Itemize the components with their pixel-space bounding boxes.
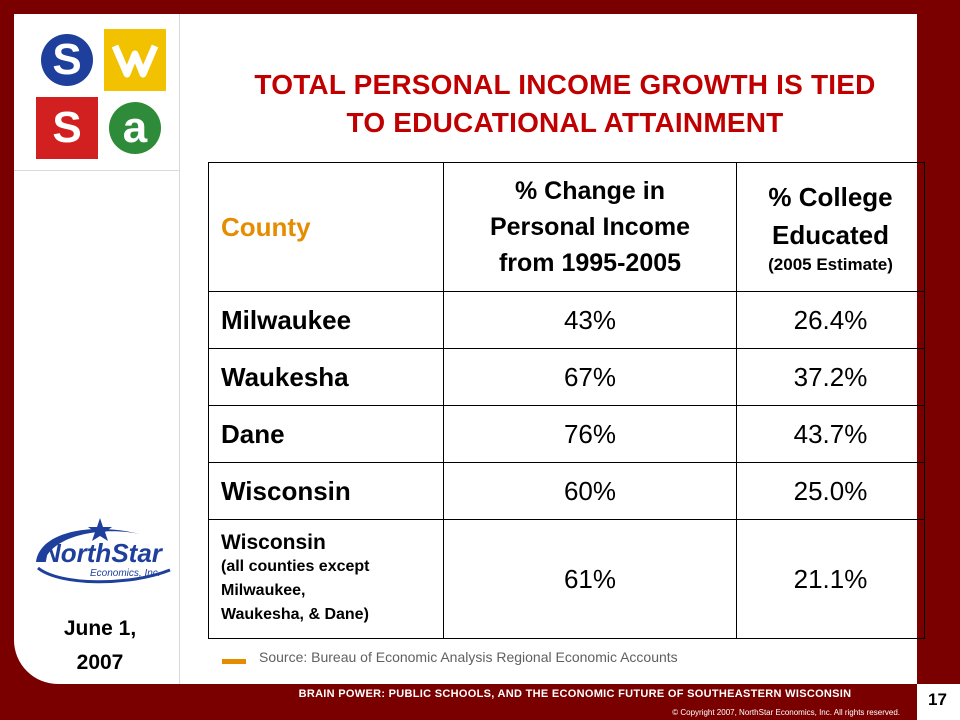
northstar-logo: NorthStar Economics, Inc.	[36, 518, 171, 584]
header-college-line: Educated	[771, 220, 890, 250]
table-row: Dane 76% 43.7%	[208, 405, 925, 463]
college-cell: 43.7%	[736, 405, 925, 463]
county-name: Wisconsin	[221, 531, 326, 554]
page-number-tab	[917, 684, 960, 720]
college-cell: 25.0%	[736, 462, 925, 520]
county-note: Milwaukee,	[221, 582, 306, 599]
footer-copyright: © Copyright 2007, NorthStar Economics, I…	[672, 708, 900, 717]
logo-tile-s-blue: S	[36, 29, 98, 91]
title-line-2: TO EDUCATIONAL ATTAINMENT	[346, 107, 784, 138]
table-header-row: County % Change in Personal Income from …	[208, 162, 925, 292]
date-line-1: June 1,	[63, 617, 137, 640]
income-cell: 67%	[443, 348, 737, 406]
county-cell: Wisconsin	[208, 462, 444, 520]
county-cell: Wisconsin (all counties except Milwaukee…	[208, 519, 444, 639]
logo-letter: S	[52, 103, 82, 152]
source-note: Source: Bureau of Economic Analysis Regi…	[259, 649, 678, 665]
income-education-table: County % Change in Personal Income from …	[208, 162, 925, 639]
logo-divider	[14, 170, 179, 171]
table-row: Wisconsin 60% 25.0%	[208, 462, 925, 520]
header-college-line: % College	[768, 182, 893, 212]
header-college-sub: (2005 Estimate)	[768, 255, 893, 274]
college-cell: 37.2%	[736, 348, 925, 406]
northstar-sub: Economics, Inc.	[90, 568, 161, 579]
header-income-line: % Change in	[514, 177, 665, 205]
income-cell: 76%	[443, 405, 737, 463]
date-line-2: 2007	[76, 651, 124, 674]
header-income-change: % Change in Personal Income from 1995-20…	[443, 162, 737, 292]
title-line-1: TOTAL PERSONAL INCOME GROWTH IS TIED	[254, 69, 876, 100]
county-note: (all counties except	[221, 558, 370, 575]
header-county: County	[208, 162, 444, 292]
logo-tile-w-yellow	[104, 29, 166, 91]
page-number: 17	[928, 690, 947, 709]
county-cell: Waukesha	[208, 348, 444, 406]
logo-letter: a	[109, 102, 161, 154]
county-cell: Dane	[208, 405, 444, 463]
source-marker	[222, 659, 246, 664]
northstar-brand: NorthStar	[42, 538, 164, 568]
northstar-swoosh	[36, 529, 140, 562]
college-cell: 26.4%	[736, 291, 925, 349]
northstar-underline	[37, 566, 171, 584]
county-note: Waukesha, & Dane)	[221, 606, 369, 623]
header-income-line: Personal Income	[489, 213, 691, 241]
table-row: Wisconsin (all counties except Milwaukee…	[208, 519, 925, 639]
income-cell: 43%	[443, 291, 737, 349]
table-row: Waukesha 67% 37.2%	[208, 348, 925, 406]
logo-w-mark	[111, 44, 159, 78]
page-title: TOTAL PERSONAL INCOME GROWTH IS TIED TO …	[200, 66, 930, 142]
college-cell: 21.1%	[736, 519, 925, 639]
logo-letter: S	[41, 34, 93, 86]
income-cell: 60%	[443, 462, 737, 520]
meeting-date: June 1, 2007	[20, 612, 180, 680]
logo-tile-a-green: a	[104, 97, 166, 159]
header-college-educated: % College Educated (2005 Estimate)	[736, 162, 925, 292]
logo-tile-s-red: S	[36, 97, 98, 159]
footer-title: BRAIN POWER: PUBLIC SCHOOLS, AND THE ECO…	[298, 688, 852, 700]
star-icon	[88, 518, 112, 541]
table-row: Milwaukee 43% 26.4%	[208, 291, 925, 349]
swsa-logo: S S a	[36, 29, 170, 163]
county-cell: Milwaukee	[208, 291, 444, 349]
sidebar-divider	[179, 14, 180, 684]
header-income-line: from 1995-2005	[498, 249, 682, 277]
income-cell: 61%	[443, 519, 737, 639]
